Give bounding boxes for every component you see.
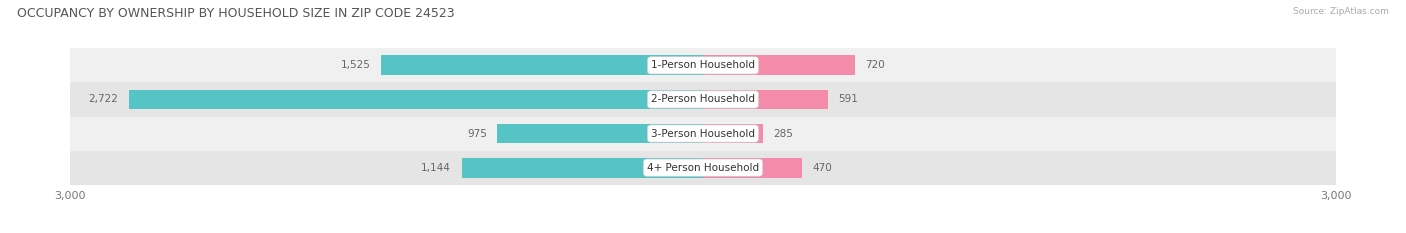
Text: 1,144: 1,144: [422, 163, 451, 173]
Bar: [703, 55, 855, 75]
Bar: [70, 82, 1336, 116]
Text: 720: 720: [866, 60, 886, 70]
Text: 3-Person Household: 3-Person Household: [651, 129, 755, 139]
Text: 1-Person Household: 1-Person Household: [651, 60, 755, 70]
Bar: [70, 151, 1336, 185]
Text: OCCUPANCY BY OWNERSHIP BY HOUSEHOLD SIZE IN ZIP CODE 24523: OCCUPANCY BY OWNERSHIP BY HOUSEHOLD SIZE…: [17, 7, 454, 20]
Bar: [70, 116, 1336, 151]
Text: 1,525: 1,525: [342, 60, 371, 70]
Text: Source: ZipAtlas.com: Source: ZipAtlas.com: [1294, 7, 1389, 16]
Bar: [70, 48, 1336, 82]
Text: 285: 285: [773, 129, 793, 139]
Bar: [703, 124, 763, 144]
Text: 975: 975: [467, 129, 486, 139]
Text: 591: 591: [838, 94, 858, 104]
Text: 470: 470: [813, 163, 832, 173]
Text: 2,722: 2,722: [89, 94, 118, 104]
Bar: [461, 158, 703, 178]
Bar: [381, 55, 703, 75]
Text: 4+ Person Household: 4+ Person Household: [647, 163, 759, 173]
Text: 2-Person Household: 2-Person Household: [651, 94, 755, 104]
Bar: [129, 89, 703, 109]
Bar: [703, 158, 801, 178]
Bar: [703, 89, 828, 109]
Bar: [498, 124, 703, 144]
